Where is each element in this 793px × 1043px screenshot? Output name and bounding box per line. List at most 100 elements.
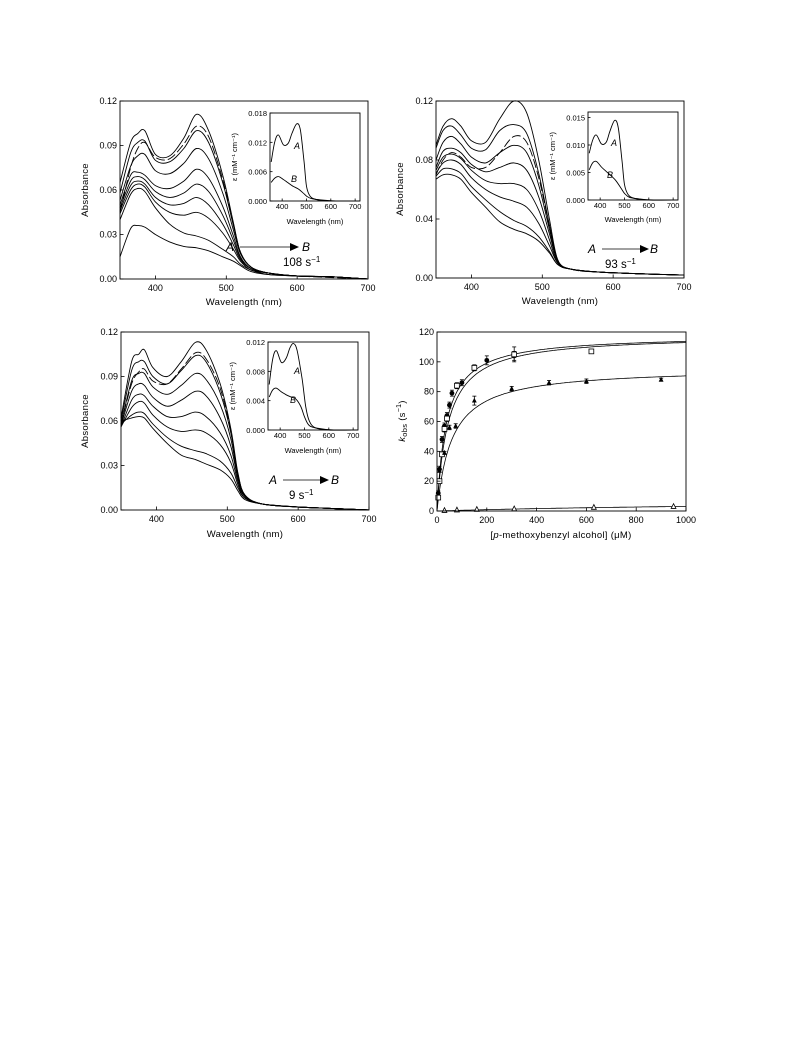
species-a-label: A <box>587 242 596 256</box>
y-tick-label: 0.04 <box>415 214 433 224</box>
x-tick-label: 600 <box>291 514 306 524</box>
data-point-filled-triangle <box>546 379 552 385</box>
y-tick-label: 20 <box>424 476 434 486</box>
species-b-label: B <box>331 473 339 487</box>
fit-curve-filled-circle <box>436 341 687 512</box>
x-tick-label: 400 <box>276 202 289 211</box>
data-point-open-triangle <box>670 502 677 509</box>
curve-group <box>120 341 370 511</box>
x-tick-label: 400 <box>274 431 287 440</box>
data-point-filled-triangle <box>509 385 515 391</box>
inset-label-b: B <box>607 170 613 180</box>
x-tick-label: 700 <box>349 202 362 211</box>
data-point-filled-circle <box>447 402 452 408</box>
data-point-open-square <box>441 426 448 432</box>
inset-y-axis-label: ε (mM⁻¹ cm⁻¹) <box>228 362 237 410</box>
data-point-filled-triangle <box>442 449 447 455</box>
y-tick-label: 0.12 <box>99 96 117 106</box>
y-axis-label: Absorbance <box>80 394 91 448</box>
y-tick-label: 0.00 <box>100 505 118 515</box>
x-tick-label: 500 <box>220 514 235 524</box>
fit-curve-open-square <box>436 342 686 512</box>
data-point-filled-triangle <box>437 467 442 473</box>
reaction-annotation: A B 9 s−1 <box>268 473 339 502</box>
x-tick-label: 600 <box>290 283 305 293</box>
data-point-open-square <box>471 364 478 371</box>
inset-y-axis-label: ε (mM⁻¹ cm⁻¹) <box>230 133 239 181</box>
y-tick-label: 0.012 <box>246 338 265 347</box>
x-tick-label: 400 <box>148 283 163 293</box>
inset-label-a: A <box>610 138 617 148</box>
inset-label-a: A <box>293 366 300 376</box>
species-a-label: A <box>268 473 277 487</box>
data-point-open-triangle <box>511 505 518 512</box>
x-tick-label: 600 <box>325 202 338 211</box>
x-axis-label: Wavelength (nm) <box>207 529 283 540</box>
y-axis-label: Absorbance <box>80 163 91 217</box>
y-tick-label: 0.03 <box>99 230 117 240</box>
data-point-open-square <box>435 494 442 501</box>
data-point-filled-triangle <box>658 376 664 382</box>
axis-ticks: 0 200 400 600 800 1000 0 20 40 60 80 100 120 <box>419 327 696 525</box>
inset-spectrum-b <box>270 176 361 202</box>
y-tick-label: 40 <box>424 446 434 456</box>
x-tick-label: 700 <box>361 514 376 524</box>
inset-spectrum-b <box>268 387 359 431</box>
rate-constant: 108 s−1 <box>283 255 321 269</box>
y-tick-label: 0.006 <box>248 168 267 177</box>
panel-top-left: 400 500 600 700 0.00 0.03 0.06 0.09 0.12 Wavelen… <box>80 96 376 308</box>
species-b-label: B <box>650 242 658 256</box>
spectrum-curve-dashed <box>435 135 685 276</box>
reaction-arrow-head <box>640 245 649 253</box>
x-tick-label: 500 <box>219 283 234 293</box>
inset-plot: 400 500 600 700 0.000 0.004 0.008 0.012 Wavelen… <box>228 338 359 455</box>
data-point-open-square <box>588 348 595 355</box>
inset-curve-group <box>268 342 359 431</box>
x-tick-label: 600 <box>579 515 594 525</box>
inset-label-b: B <box>290 395 296 405</box>
y-tick-label: 0.012 <box>248 138 267 147</box>
y-tick-label: 0.015 <box>566 114 585 123</box>
x-tick-label: 500 <box>535 282 550 292</box>
x-tick-label: 400 <box>594 201 607 210</box>
inset-axis-ticks: 400 500 600 700 0.000 0.006 0.012 0.018 <box>248 109 361 211</box>
x-tick-label: 700 <box>676 282 691 292</box>
data-point-filled-triangle <box>584 378 589 384</box>
data-point-filled-circle <box>439 437 445 442</box>
inset-curve-group <box>588 119 679 201</box>
x-tick-label: 500 <box>298 431 311 440</box>
data-point-open-square <box>511 351 517 358</box>
y-tick-label: 0 <box>429 506 434 516</box>
x-tick-label: 700 <box>360 283 375 293</box>
inset-plot: 400 500 600 700 0.000 0.005 0.010 0.015 Wavelen… <box>548 111 680 224</box>
y-tick-label: 0.08 <box>415 155 433 165</box>
data-point-filled-triangle <box>453 423 459 428</box>
x-tick-label: 700 <box>667 201 680 210</box>
inset-plot: 400 500 600 700 0.000 0.006 0.012 0.018 Wavelen… <box>230 109 361 226</box>
plot-frame <box>435 100 685 279</box>
y-tick-label: 0.000 <box>248 197 267 206</box>
inset-label-a: A <box>293 141 300 151</box>
data-point-filled-triangle <box>471 397 477 403</box>
data-point-group <box>435 346 677 513</box>
reaction-annotation: A B 108 s−1 <box>225 240 321 269</box>
x-tick-label: 600 <box>643 201 656 210</box>
y-tick-label: 0.005 <box>566 169 585 178</box>
x-tick-label: 500 <box>618 201 631 210</box>
inset-label-b: B <box>291 174 297 184</box>
y-tick-label: 80 <box>424 387 434 397</box>
curve-group <box>119 113 369 280</box>
data-point-filled-circle <box>484 357 490 363</box>
data-point-filled-circle <box>449 390 455 396</box>
spectrum-curve-dashed <box>120 351 370 511</box>
reaction-annotation: A B 93 s−1 <box>587 242 658 271</box>
x-axis-label: [p-methoxybenzyl alcohol] (μM) <box>490 530 631 541</box>
inset-axis-ticks: 400 500 600 700 0.000 0.004 0.008 0.012 <box>246 338 359 440</box>
inset-frame <box>267 341 359 431</box>
y-tick-label: 120 <box>419 327 434 337</box>
y-tick-label: 0.03 <box>100 461 118 471</box>
x-tick-label: 800 <box>629 515 644 525</box>
panel-top-right: 400 500 600 700 0.00 0.04 0.08 0.12 Wavelength … <box>395 96 692 307</box>
y-tick-label: 60 <box>424 417 434 427</box>
x-tick-label: 1000 <box>676 515 696 525</box>
